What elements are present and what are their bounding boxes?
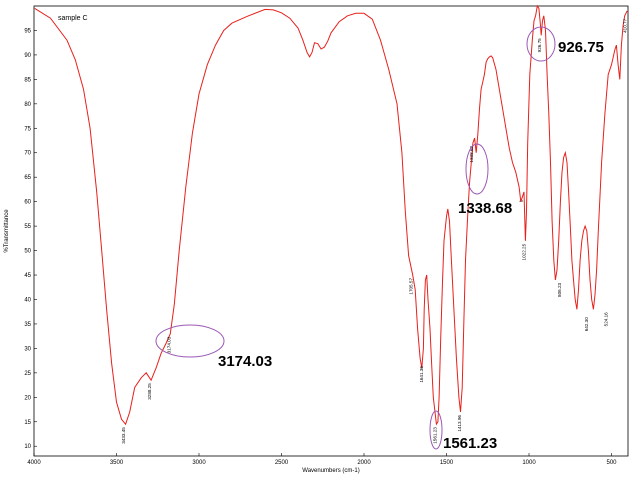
callout-circle [155, 324, 225, 358]
spectrum-line [34, 4, 628, 426]
y-tick-label: 65 [24, 175, 31, 181]
y-tick-label: 75 [24, 126, 31, 132]
y-tick-label: 35 [24, 322, 31, 328]
x-tick-label: 1000 [522, 460, 536, 466]
peak-label: 1413.96 [457, 415, 462, 432]
y-tick-label: 90 [24, 53, 31, 59]
callout-label: 926.75 [558, 39, 604, 56]
y-tick-label: 20 [24, 395, 31, 401]
peak-label: 1 [518, 199, 523, 202]
y-tick-label: 55 [24, 224, 31, 230]
y-tick-label: 85 [24, 77, 31, 83]
y-tick-label: 25 [24, 371, 31, 377]
x-tick-label: 3500 [110, 460, 124, 466]
y-tick-label: 70 [24, 151, 31, 157]
y-axis-ticks: 10 15 20 25 30 35 40 45 50 55 60 65 70 75 80 85 90 95 [24, 28, 37, 450]
y-tick-label: 10 [24, 444, 31, 450]
x-tick-label: 2500 [275, 460, 289, 466]
callout-label: 1561.23 [443, 435, 497, 452]
callout-circle [465, 143, 489, 195]
y-axis-title: %Transmittance [4, 209, 10, 253]
peak-label: 524.16 [603, 312, 608, 326]
peak-label: 1561.23 [432, 427, 437, 444]
callout-annotations: 3174.03 1561.23 1338.68 926.75 [155, 26, 604, 452]
y-tick-label: 40 [24, 297, 31, 303]
peak-label: 1705.57 [409, 278, 414, 295]
callout-label: 3174.03 [218, 353, 272, 370]
x-tick-label: 3000 [192, 460, 206, 466]
peak-label: 1338.68 [469, 146, 474, 163]
y-tick-label: 30 [24, 346, 31, 352]
callout-circle [429, 410, 443, 450]
x-axis-title: Wavenumbers (cm-1) [302, 468, 359, 474]
y-tick-label: 95 [24, 28, 31, 34]
peak-label: 642.30 [584, 317, 589, 331]
plot-frame [33, 5, 629, 457]
y-tick-label: 45 [24, 273, 31, 279]
x-tick-label: 4000 [27, 460, 41, 466]
callout-label: 1338.68 [458, 200, 512, 217]
y-tick-label: 80 [24, 102, 31, 108]
peak-label: 3288.25 [147, 383, 152, 400]
peak-label: 3433.45 [121, 427, 126, 444]
peak-label: 806.23 [557, 282, 562, 296]
y-tick-label: 50 [24, 249, 31, 255]
peak-label: 926.75 [537, 38, 542, 52]
peak-label: 1641.36 [419, 366, 424, 383]
peak-label: 3174.03 [166, 336, 171, 353]
x-tick-label: 500 [606, 460, 617, 466]
y-tick-label: 60 [24, 200, 31, 206]
peak-labels: 3433.45 3288.25 3174.03 1705.57 1641.36 1561.… [121, 18, 627, 443]
x-axis-ticks: 4000 3500 3000 2500 2000 1500 1000 500 [27, 453, 617, 466]
sample-title: sample C [58, 15, 88, 22]
peak-label: 410.77 [622, 18, 627, 32]
x-tick-label: 2000 [357, 460, 371, 466]
callout-circle [526, 26, 556, 62]
x-tick-label: 1500 [440, 460, 454, 466]
y-tick-label: 15 [24, 420, 31, 426]
peak-label: 1022.25 [521, 243, 526, 260]
